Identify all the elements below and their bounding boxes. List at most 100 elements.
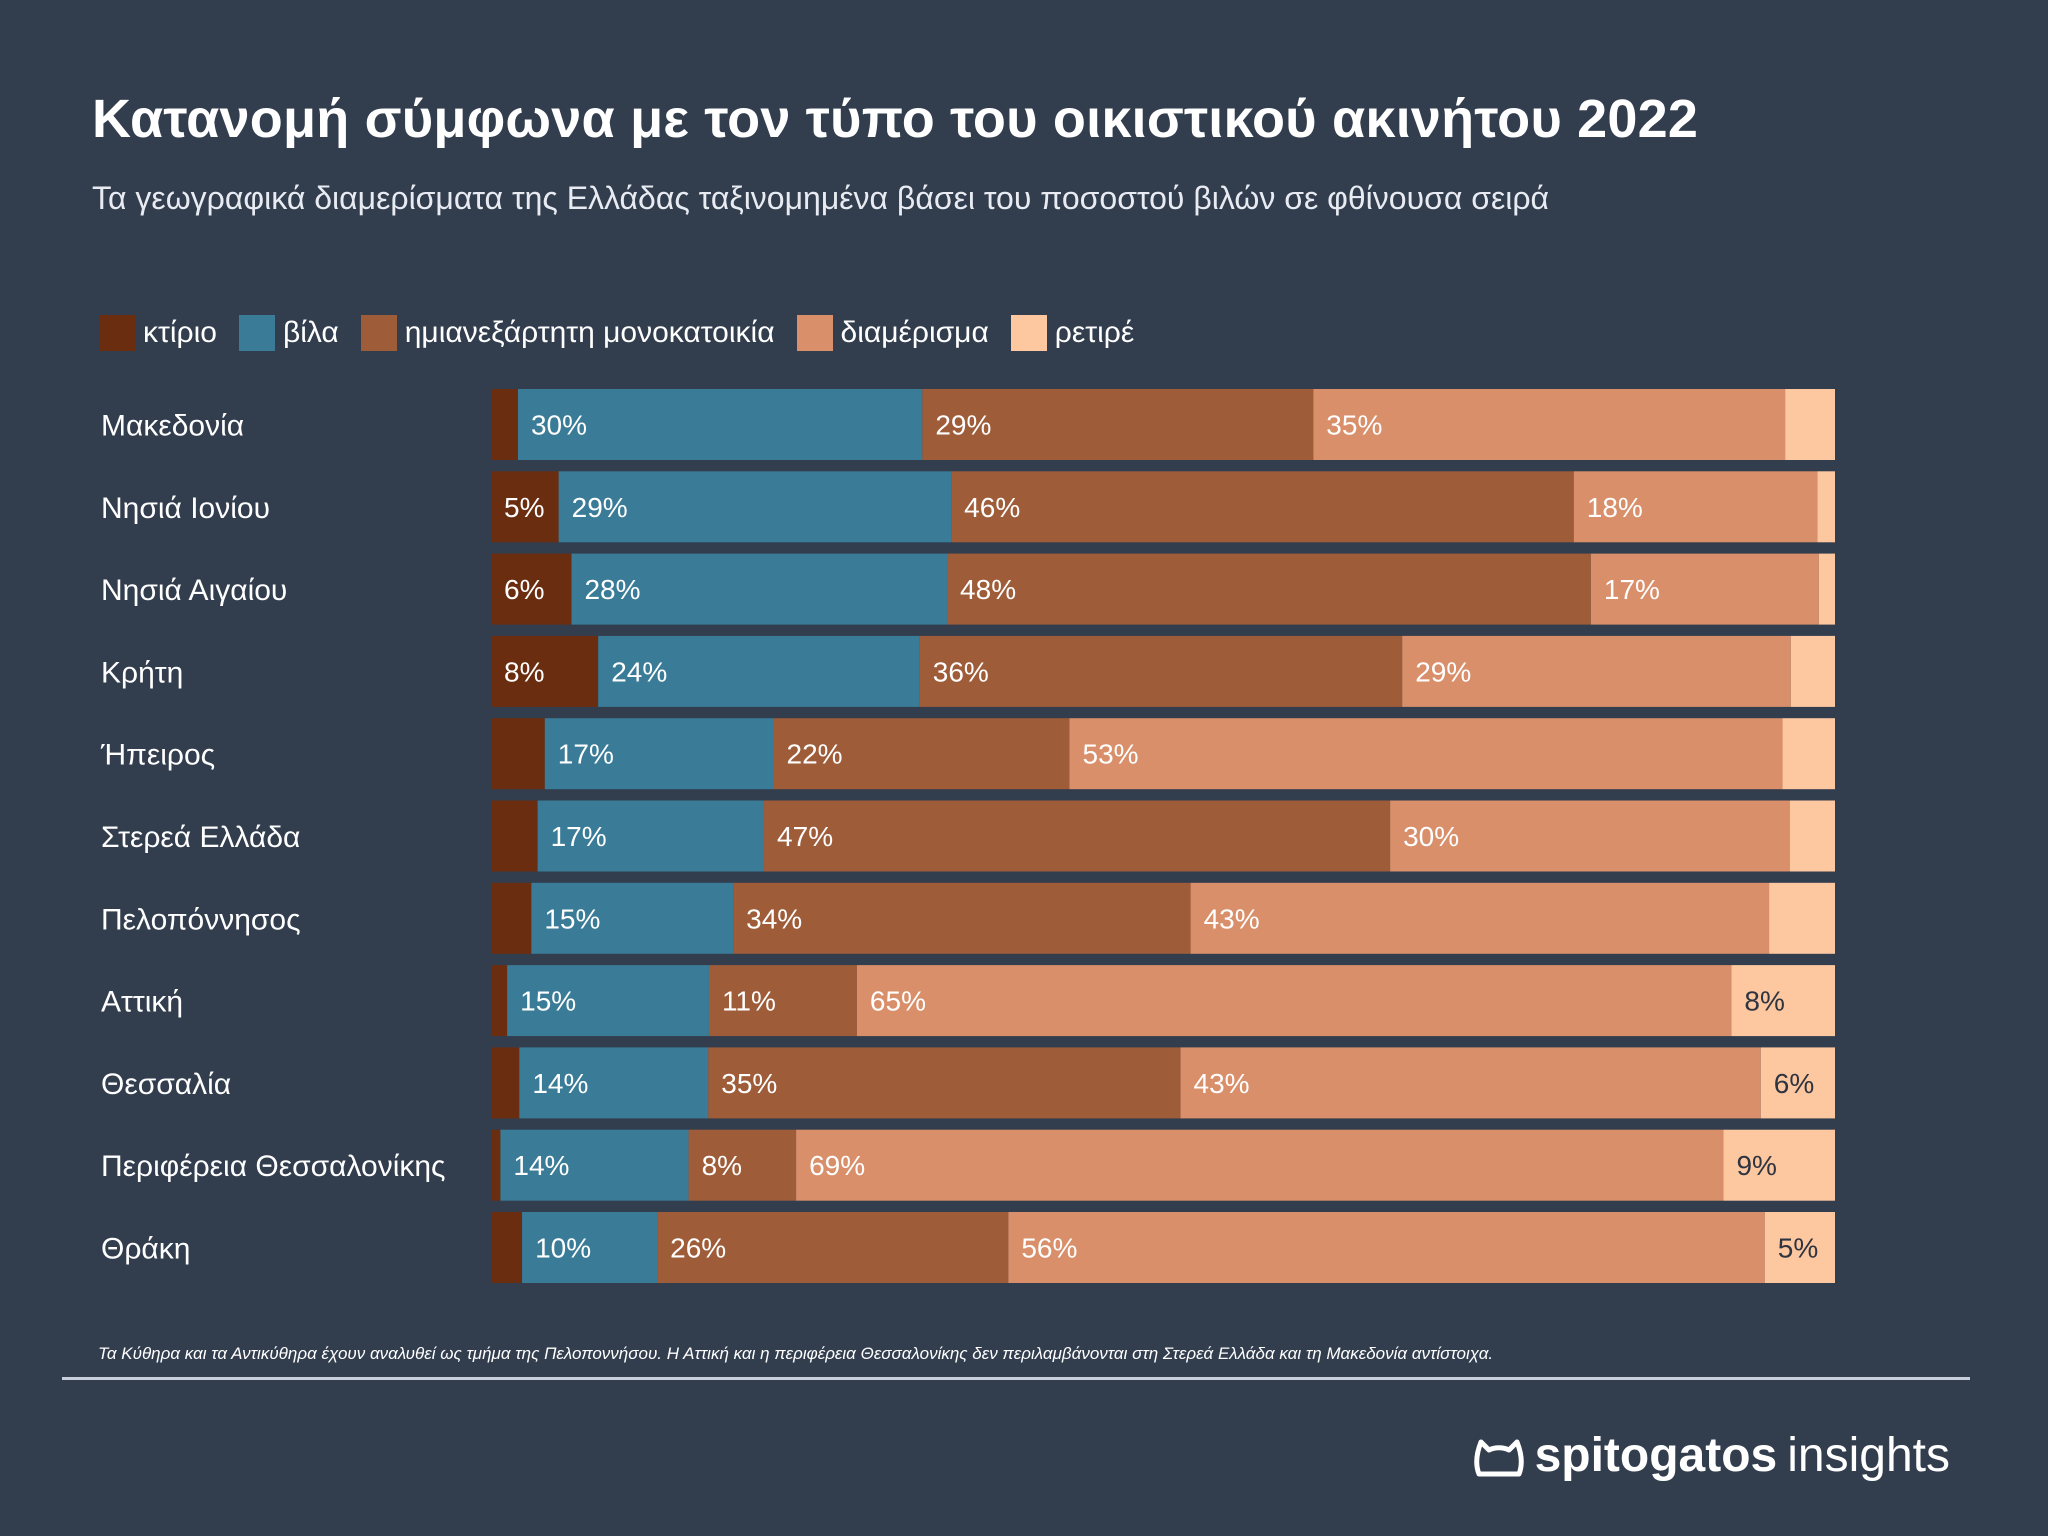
bar-segment xyxy=(951,471,1574,543)
category-label: Θράκη xyxy=(101,1233,190,1266)
category-label: Κρήτη xyxy=(101,656,183,689)
category-label: Αττική xyxy=(101,986,183,1019)
bar-segment xyxy=(1789,800,1835,872)
legend-item-apartment: διαμέρισμα xyxy=(796,315,989,351)
bar-segment xyxy=(491,882,532,954)
bar-segment xyxy=(507,965,709,1037)
bar-segment xyxy=(491,553,572,625)
data-label: 35% xyxy=(1326,410,1382,441)
brand-logo: spitogatos insights xyxy=(1473,1428,1950,1483)
legend-label-apartment: διαμέρισμα xyxy=(840,316,989,349)
data-label: 43% xyxy=(1194,1068,1250,1099)
bar-segment xyxy=(1573,471,1818,543)
data-label: 30% xyxy=(531,410,587,441)
data-label: 10% xyxy=(535,1233,591,1264)
data-label: 29% xyxy=(935,410,991,441)
bar-segment xyxy=(1069,718,1783,790)
data-label: 5% xyxy=(504,492,544,523)
legend-item-villa: βίλα xyxy=(238,315,339,351)
data-label: 69% xyxy=(809,1150,865,1181)
legend-swatch-building xyxy=(99,315,135,351)
category-label: Θεσσαλία xyxy=(101,1068,231,1101)
bar-segment xyxy=(657,1212,1009,1283)
bar-segment xyxy=(1790,635,1835,707)
chart-title: Κατανομή σύμφωνα με τον τύπο του οικιστι… xyxy=(92,89,1699,149)
footer-divider xyxy=(62,1377,1970,1380)
bar-segment xyxy=(773,718,1070,790)
data-label: 53% xyxy=(1083,739,1139,770)
bar-segment xyxy=(558,471,952,543)
category-label: Ήπειρος xyxy=(100,739,215,772)
data-label: 35% xyxy=(721,1068,777,1099)
category-label: Περιφέρεια Θεσσαλονίκης xyxy=(101,1150,446,1183)
bar-segment xyxy=(856,965,1732,1037)
bar-segment xyxy=(544,718,774,790)
data-label: 30% xyxy=(1403,821,1459,852)
bar-segment xyxy=(947,553,1591,625)
bar-segment xyxy=(1760,1047,1835,1119)
bar-segment xyxy=(598,635,920,707)
bar-segment xyxy=(708,1047,1181,1119)
bar-segment xyxy=(1785,389,1835,460)
data-label: 47% xyxy=(777,821,833,852)
bar-segment xyxy=(1769,882,1835,954)
bar-segment xyxy=(1180,1047,1761,1119)
data-label: 8% xyxy=(1744,986,1784,1017)
data-label: 5% xyxy=(1778,1233,1818,1264)
brand-suffix: insights xyxy=(1787,1429,1950,1482)
legend-item-penthouse: ρετιρέ xyxy=(1010,315,1135,351)
legend-label-penthouse: ρετιρέ xyxy=(1054,316,1135,349)
data-label: 65% xyxy=(870,986,926,1017)
bar-segment xyxy=(764,800,1391,872)
legend-swatch-apartment xyxy=(796,315,833,351)
bar-segment xyxy=(537,800,765,872)
data-label: 46% xyxy=(964,492,1020,523)
legend-swatch-penthouse xyxy=(1010,315,1047,351)
data-label: 56% xyxy=(1021,1233,1077,1264)
data-label: 26% xyxy=(670,1233,726,1264)
category-label: Στερεά Ελλάδα xyxy=(101,821,300,854)
bar-segment xyxy=(1402,635,1791,707)
bar-segment xyxy=(517,389,923,460)
bar-segment xyxy=(796,1129,1724,1201)
legend: κτίριο βίλα ημιανεξάρτητη μονοκατοικία δ… xyxy=(99,315,1156,351)
bar-segment xyxy=(491,471,559,543)
data-label: 8% xyxy=(504,656,544,687)
category-label: Νησιά Ιονίου xyxy=(101,492,270,525)
data-label: 9% xyxy=(1736,1150,1776,1181)
bar-segment xyxy=(1313,389,1786,460)
bar-segment xyxy=(922,389,1314,460)
stacked-bar-chart: Μακεδονία 30% 29% 35% Νησιά Ιονίου 5% 29% 46% 18… xyxy=(100,389,1835,1283)
bar-segment xyxy=(491,1129,501,1201)
category-label: Μακεδονία xyxy=(101,410,244,443)
legend-swatch-semi-detached xyxy=(360,315,397,351)
bar-segment xyxy=(688,1129,797,1201)
bar-segment xyxy=(531,882,734,954)
category-label: Νησιά Αιγαίου xyxy=(101,574,287,607)
bar-segment xyxy=(1590,553,1819,625)
legend-swatch-villa xyxy=(238,315,275,351)
bar-segment xyxy=(491,635,599,707)
footnote: Τα Κύθηρα και τα Αντικύθηρα έχουν αναλυθ… xyxy=(98,1344,1494,1363)
data-label: 15% xyxy=(520,986,576,1017)
data-label: 24% xyxy=(611,656,667,687)
data-label: 8% xyxy=(702,1150,742,1181)
bar-segment xyxy=(491,800,538,872)
bar-segment xyxy=(491,965,508,1037)
bar-segment xyxy=(1782,718,1835,790)
data-label: 14% xyxy=(513,1150,569,1181)
data-label: 36% xyxy=(933,656,989,687)
bar-segment xyxy=(491,718,545,790)
category-label: Πελοπόννησος xyxy=(101,903,301,936)
bar-segment xyxy=(733,882,1191,954)
chart-subtitle: Τα γεωγραφικά διαμερίσματα της Ελλάδας τ… xyxy=(92,180,1550,216)
bar-segment xyxy=(1818,553,1835,625)
bar-segment xyxy=(491,1047,520,1119)
cat-icon xyxy=(1473,1439,1524,1476)
bar-segment xyxy=(571,553,948,625)
data-label: 18% xyxy=(1587,492,1643,523)
bar-segment xyxy=(1764,1212,1835,1283)
data-label: 11% xyxy=(722,986,776,1017)
bar-segment xyxy=(522,1212,658,1283)
data-label: 28% xyxy=(584,574,640,605)
